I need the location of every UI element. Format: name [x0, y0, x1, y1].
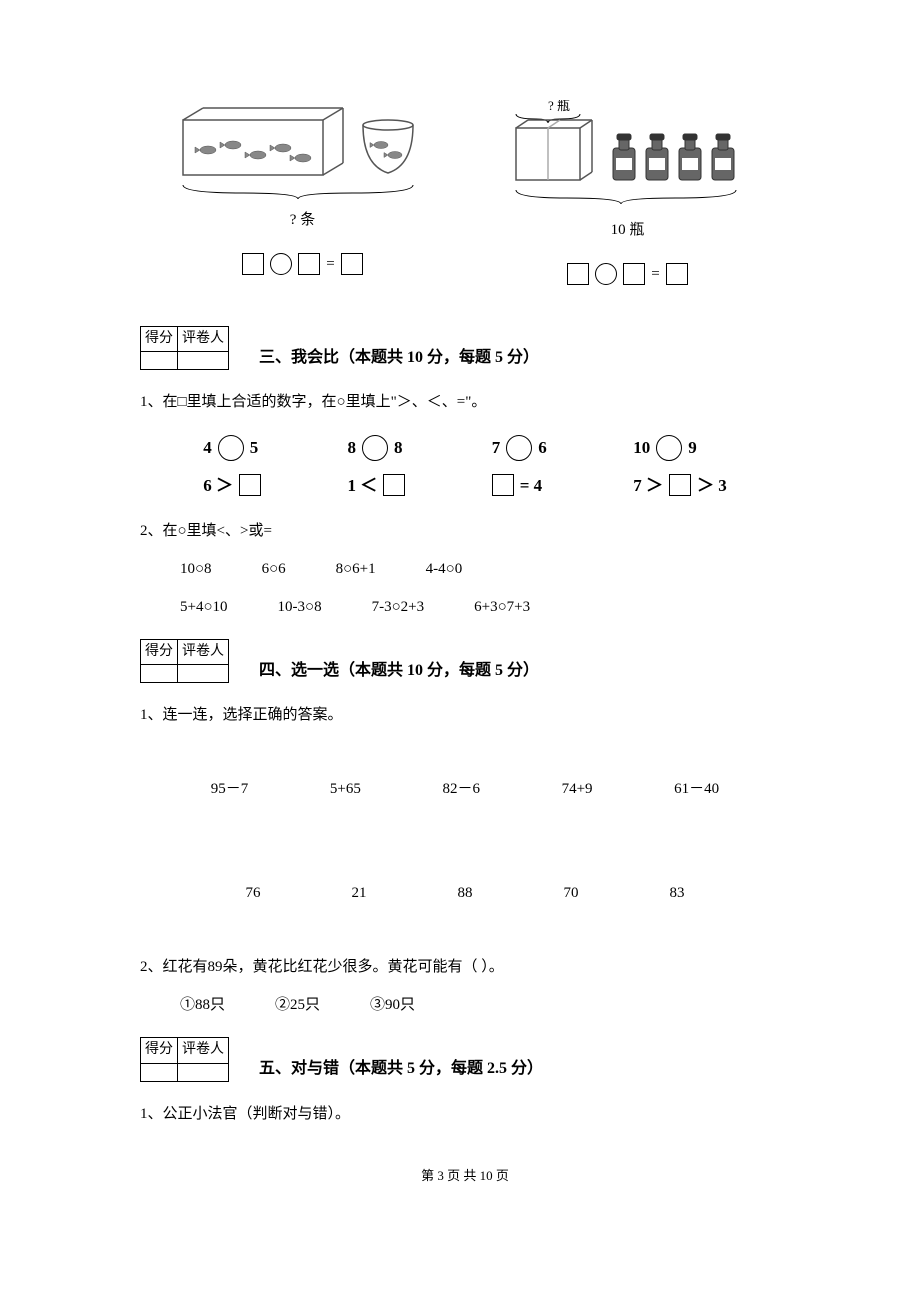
s3-q2-label: 2、在○里填<、>或=	[140, 519, 790, 543]
match-item[interactable]: 74+9	[562, 777, 593, 801]
blank-square[interactable]	[666, 263, 688, 285]
compare-col-4: 10 9 7 ＞ ＞ 3	[633, 434, 727, 498]
equals-sign: =	[651, 262, 659, 286]
match-item[interactable]: 21	[352, 881, 367, 905]
fill-item[interactable]: 8○6+1	[336, 557, 376, 581]
blank-circle[interactable]	[270, 253, 292, 275]
s3-q1-grid: 4 5 6 ＞ 8 8 1 ＜ 7 6 = 4 10 9 7 ＞ ＞ 3	[140, 434, 790, 498]
expr: 6 ＞	[203, 472, 233, 499]
match-item[interactable]: 83	[670, 881, 685, 905]
blank-circle[interactable]	[506, 435, 532, 461]
num: 7	[492, 434, 501, 461]
grader-cell[interactable]	[178, 352, 229, 370]
num: 5	[250, 434, 259, 461]
grader-cell[interactable]	[178, 665, 229, 683]
num: 8	[394, 434, 403, 461]
s3-q2-row2: 5+4○10 10-3○8 7-3○2+3 6+3○7+3	[180, 595, 790, 619]
s3-q2-row1: 10○8 6○6 8○6+1 4-4○0	[180, 557, 790, 581]
expr: 1 ＜	[348, 472, 378, 499]
blank-square[interactable]	[567, 263, 589, 285]
section3-title: 三、我会比（本题共 10 分，每题 5 分）	[259, 345, 539, 371]
bottle-drawing: ? 瓶	[498, 100, 758, 218]
score-cell[interactable]	[141, 665, 178, 683]
fill-item[interactable]: 5+4○10	[180, 595, 228, 619]
s4-q2-label: 2、红花有89朵，黄花比红花少很多。黄花可能有（ ）。	[140, 955, 790, 979]
bottle-caption: 10 瓶	[611, 218, 645, 242]
s3-q1-label: 1、在□里填上合适的数字，在○里填上"＞、＜、="。	[140, 390, 790, 414]
blank-square[interactable]	[242, 253, 264, 275]
match-top: 95－7 5+65 82－6 74+9 61－40	[140, 777, 790, 801]
match-item[interactable]: 82－6	[442, 777, 480, 801]
blank-square[interactable]	[669, 474, 691, 496]
score-table: 得分评卷人	[140, 639, 229, 683]
section4-title: 四、选一选（本题共 10 分，每题 5 分）	[259, 658, 539, 684]
blank-square[interactable]	[623, 263, 645, 285]
blank-circle[interactable]	[656, 435, 682, 461]
fill-item[interactable]: 10○8	[180, 557, 212, 581]
top-label-svg: ? 瓶	[548, 100, 570, 113]
fill-item[interactable]: 4-4○0	[426, 557, 463, 581]
score-table: 得分评卷人	[140, 1037, 229, 1081]
match-item[interactable]: 61－40	[674, 777, 719, 801]
bottle-equation: =	[567, 262, 687, 286]
match-item[interactable]: 5+65	[330, 777, 361, 801]
match-item[interactable]: 88	[458, 881, 473, 905]
match-item[interactable]: 76	[246, 881, 261, 905]
compare-col-3: 7 6 = 4	[492, 434, 547, 498]
fill-item[interactable]: 6○6	[262, 557, 286, 581]
blank-square[interactable]	[298, 253, 320, 275]
section5-header: 得分评卷人 五、对与错（本题共 5 分，每题 2.5 分）	[140, 1037, 790, 1081]
num: 4	[203, 434, 212, 461]
figure-bottles: ? 瓶	[498, 100, 758, 306]
num: 8	[348, 434, 357, 461]
fill-item[interactable]: 7-3○2+3	[372, 595, 425, 619]
section5-title: 五、对与错（本题共 5 分，每题 2.5 分）	[259, 1056, 543, 1082]
blank-square[interactable]	[239, 474, 261, 496]
grader-cell[interactable]	[178, 1063, 229, 1081]
figure-fish: ? 条 =	[173, 100, 433, 306]
fish-equation: =	[242, 252, 362, 276]
option-1[interactable]: ①88只	[180, 993, 225, 1017]
blank-square[interactable]	[492, 474, 514, 496]
grader-label: 评卷人	[178, 327, 229, 352]
fish-caption: ? 条	[290, 208, 315, 232]
num: 6	[538, 434, 547, 461]
fish-drawing	[173, 100, 433, 208]
figure-row: ? 条 = ? 瓶	[140, 100, 790, 306]
score-label: 得分	[141, 639, 178, 664]
match-item[interactable]: 95－7	[211, 777, 249, 801]
compare-col-2: 8 8 1 ＜	[348, 434, 406, 498]
blank-circle[interactable]	[595, 263, 617, 285]
blank-circle[interactable]	[218, 435, 244, 461]
score-label: 得分	[141, 327, 178, 352]
fill-item[interactable]: 6+3○7+3	[474, 595, 530, 619]
score-table: 得分评卷人	[140, 326, 229, 370]
s4-q1-label: 1、连一连，选择正确的答案。	[140, 703, 790, 727]
score-cell[interactable]	[141, 1063, 178, 1081]
match-item[interactable]: 70	[564, 881, 579, 905]
score-label: 得分	[141, 1038, 178, 1063]
option-2[interactable]: ②25只	[275, 993, 320, 1017]
grader-label: 评卷人	[178, 639, 229, 664]
blank-circle[interactable]	[362, 435, 388, 461]
expr: ＞ 3	[697, 472, 727, 499]
section4-header: 得分评卷人 四、选一选（本题共 10 分，每题 5 分）	[140, 639, 790, 683]
num: 10	[633, 434, 650, 461]
section3-header: 得分评卷人 三、我会比（本题共 10 分，每题 5 分）	[140, 326, 790, 370]
option-3[interactable]: ③90只	[370, 993, 415, 1017]
score-cell[interactable]	[141, 352, 178, 370]
match-bottom: 76 21 88 70 83	[140, 881, 790, 905]
expr: 7 ＞	[633, 472, 663, 499]
s4-q2-options: ①88只 ②25只 ③90只	[180, 993, 790, 1017]
expr: = 4	[520, 472, 542, 499]
blank-square[interactable]	[383, 474, 405, 496]
compare-col-1: 4 5 6 ＞	[203, 434, 261, 498]
equals-sign: =	[326, 252, 334, 276]
fill-item[interactable]: 10-3○8	[278, 595, 322, 619]
grader-label: 评卷人	[178, 1038, 229, 1063]
num: 9	[688, 434, 697, 461]
s5-q1-label: 1、公正小法官（判断对与错）。	[140, 1102, 790, 1126]
page-footer: 第 3 页 共 10 页	[140, 1166, 790, 1187]
blank-square[interactable]	[341, 253, 363, 275]
